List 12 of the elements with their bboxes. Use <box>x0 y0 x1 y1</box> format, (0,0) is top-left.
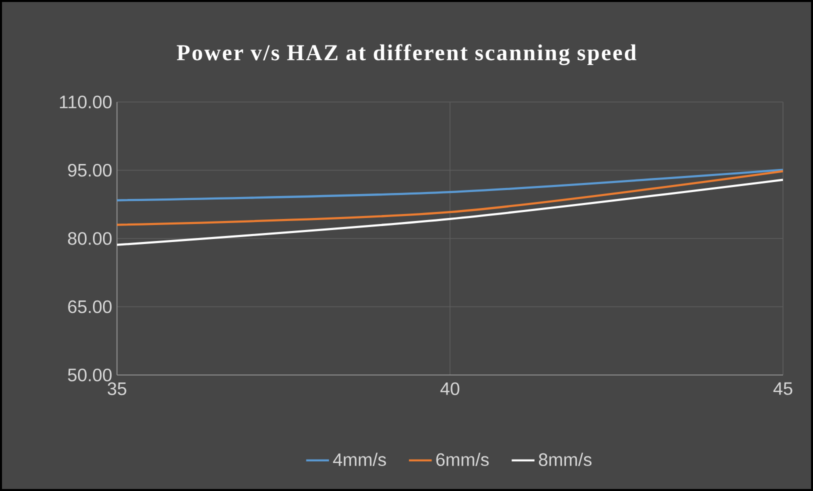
x-tick-label: 40 <box>440 382 460 396</box>
y-tick-label: 110.00 <box>60 96 112 108</box>
y-tick-label: 95.00 <box>68 164 112 177</box>
y-tick-label: 65.00 <box>68 300 112 314</box>
chart-title: Power v/s HAZ at different scanning speed <box>176 44 636 66</box>
x-tick-label: 45 <box>773 382 792 395</box>
x-tick-label: 35 <box>108 382 126 396</box>
y-tick-label: 50.00 <box>68 368 112 382</box>
y-tick-label: 80.00 <box>68 232 112 245</box>
legend-label: 4mm/s <box>333 452 386 466</box>
legend-label: 6mm/s <box>436 452 489 466</box>
legend-label: 8mm/s <box>538 452 592 466</box>
